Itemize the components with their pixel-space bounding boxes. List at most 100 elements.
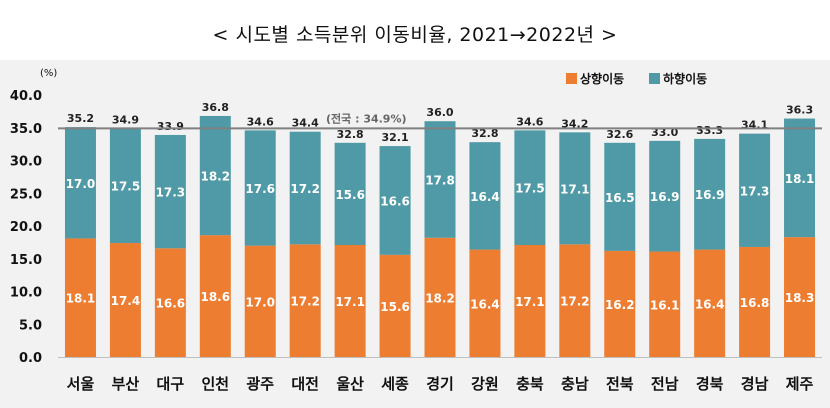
data-label-down: 17.6 — [245, 182, 275, 196]
data-label-total: 32.6 — [606, 128, 633, 141]
data-label-down: 18.2 — [200, 170, 230, 184]
bar-segment-down — [289, 131, 321, 245]
data-label-up: 16.2 — [605, 298, 635, 312]
bar-segment-up — [514, 244, 546, 357]
x-category-label: 부산 — [112, 375, 140, 393]
bar-segment-up — [784, 237, 816, 357]
legend-swatch-down — [649, 73, 660, 84]
bar-segment-down — [424, 121, 456, 238]
y-tick-label: 40.0 — [10, 89, 42, 104]
data-label-up: 16.1 — [650, 298, 680, 312]
data-label-up: 18.1 — [66, 292, 96, 306]
data-label-down: 17.5 — [111, 180, 141, 194]
bar-segment-up — [334, 244, 366, 357]
data-label-total: 33.3 — [696, 124, 723, 137]
y-tick-label: 0.0 — [19, 351, 42, 366]
data-label-down: 16.5 — [605, 191, 635, 205]
data-label-total: 34.1 — [741, 119, 768, 132]
data-label-up: 16.8 — [740, 296, 770, 310]
bar-segment-down — [739, 133, 771, 247]
data-label-up: 16.4 — [470, 297, 500, 311]
data-label-down: 17.3 — [740, 184, 770, 198]
data-label-up: 18.2 — [425, 291, 455, 305]
x-category-label: 대구 — [157, 375, 185, 393]
data-label-total: 34.6 — [516, 115, 543, 128]
data-label-down: 17.0 — [66, 177, 96, 191]
bar-segment-up — [469, 249, 501, 357]
bar-segment-down — [784, 118, 816, 238]
data-label-up: 16.4 — [695, 297, 725, 311]
x-category-label: 대전 — [291, 375, 319, 393]
x-category-label: 세종 — [381, 375, 409, 393]
legend-label-up: 상향이동 — [580, 71, 624, 86]
bar-segment-up — [379, 254, 411, 357]
data-label-down: 17.8 — [425, 173, 455, 187]
bar-segment-up — [154, 248, 186, 357]
data-label-total: 34.9 — [112, 113, 139, 126]
x-category-label: 충북 — [516, 375, 544, 393]
data-label-down: 18.1 — [785, 172, 815, 186]
bar-segment-up — [424, 237, 456, 357]
y-tick-label: 5.0 — [19, 318, 42, 333]
x-category-label: 경기 — [426, 375, 454, 393]
data-label-up: 16.6 — [156, 297, 186, 311]
data-label-up: 17.2 — [290, 295, 320, 309]
data-label-down: 16.4 — [470, 190, 500, 204]
data-label-up: 17.0 — [245, 295, 275, 309]
data-label-down: 17.3 — [156, 186, 186, 200]
bar-segment-down — [514, 130, 546, 245]
data-label-up: 17.4 — [111, 294, 141, 308]
data-label-total: 36.8 — [202, 101, 229, 114]
x-category-label: 울산 — [336, 375, 364, 393]
chart-title: < 시도별 소득분위 이동비율, 2021→2022년 > — [212, 24, 618, 46]
data-label-total: 36.3 — [786, 104, 813, 117]
data-label-down: 17.5 — [515, 182, 545, 196]
data-label-down: 16.9 — [695, 188, 725, 202]
bar-segment-up — [289, 244, 321, 357]
data-label-total: 34.4 — [292, 117, 319, 130]
legend-swatch-up — [566, 73, 577, 84]
bar-segment-down — [199, 115, 231, 236]
x-category-label: 제주 — [786, 375, 814, 393]
bar-segment-up — [649, 251, 681, 357]
x-category-label: 경남 — [741, 375, 769, 393]
x-category-label: 강원 — [471, 375, 499, 393]
bar-segment-up — [109, 243, 141, 357]
data-label-up: 17.2 — [560, 295, 590, 309]
bar-segment-up — [64, 238, 96, 357]
data-label-up: 18.6 — [200, 290, 230, 304]
y-axis-unit-label: (%) — [40, 68, 57, 79]
data-label-down: 17.1 — [560, 182, 590, 196]
y-tick-label: 15.0 — [10, 253, 42, 268]
x-category-label: 충남 — [561, 375, 589, 393]
bar-segment-down — [559, 132, 591, 245]
bar-segment-down — [64, 127, 96, 239]
reference-line-label: (전국 : 34.9%) — [326, 111, 407, 125]
x-category-label: 서울 — [67, 375, 95, 393]
data-label-total: 36.0 — [426, 106, 453, 119]
data-label-total: 35.2 — [67, 112, 94, 125]
data-label-total: 32.1 — [381, 131, 408, 144]
bar-segment-down — [334, 142, 366, 245]
bar-segment-down — [469, 142, 501, 250]
data-label-up: 17.1 — [335, 295, 365, 309]
y-tick-label: 30.0 — [10, 155, 42, 170]
x-category-label: 경북 — [696, 375, 724, 393]
data-label-total: 34.6 — [247, 115, 274, 128]
data-label-up: 17.1 — [515, 295, 545, 309]
x-category-label: 인천 — [201, 375, 229, 393]
data-label-down: 17.2 — [290, 182, 320, 196]
x-category-label: 전북 — [606, 375, 634, 393]
data-label-up: 15.6 — [380, 300, 410, 314]
bar-segment-up — [739, 246, 771, 357]
x-category-label: 광주 — [246, 375, 274, 393]
data-label-total: 32.8 — [337, 128, 364, 141]
bar-segment-up — [694, 249, 726, 357]
data-label-total: 33.9 — [157, 120, 184, 133]
bar-segment-down — [604, 142, 636, 251]
legend-label-down: 하향이동 — [663, 71, 707, 86]
data-label-down: 16.6 — [380, 194, 410, 208]
data-label-total: 34.2 — [561, 117, 588, 130]
